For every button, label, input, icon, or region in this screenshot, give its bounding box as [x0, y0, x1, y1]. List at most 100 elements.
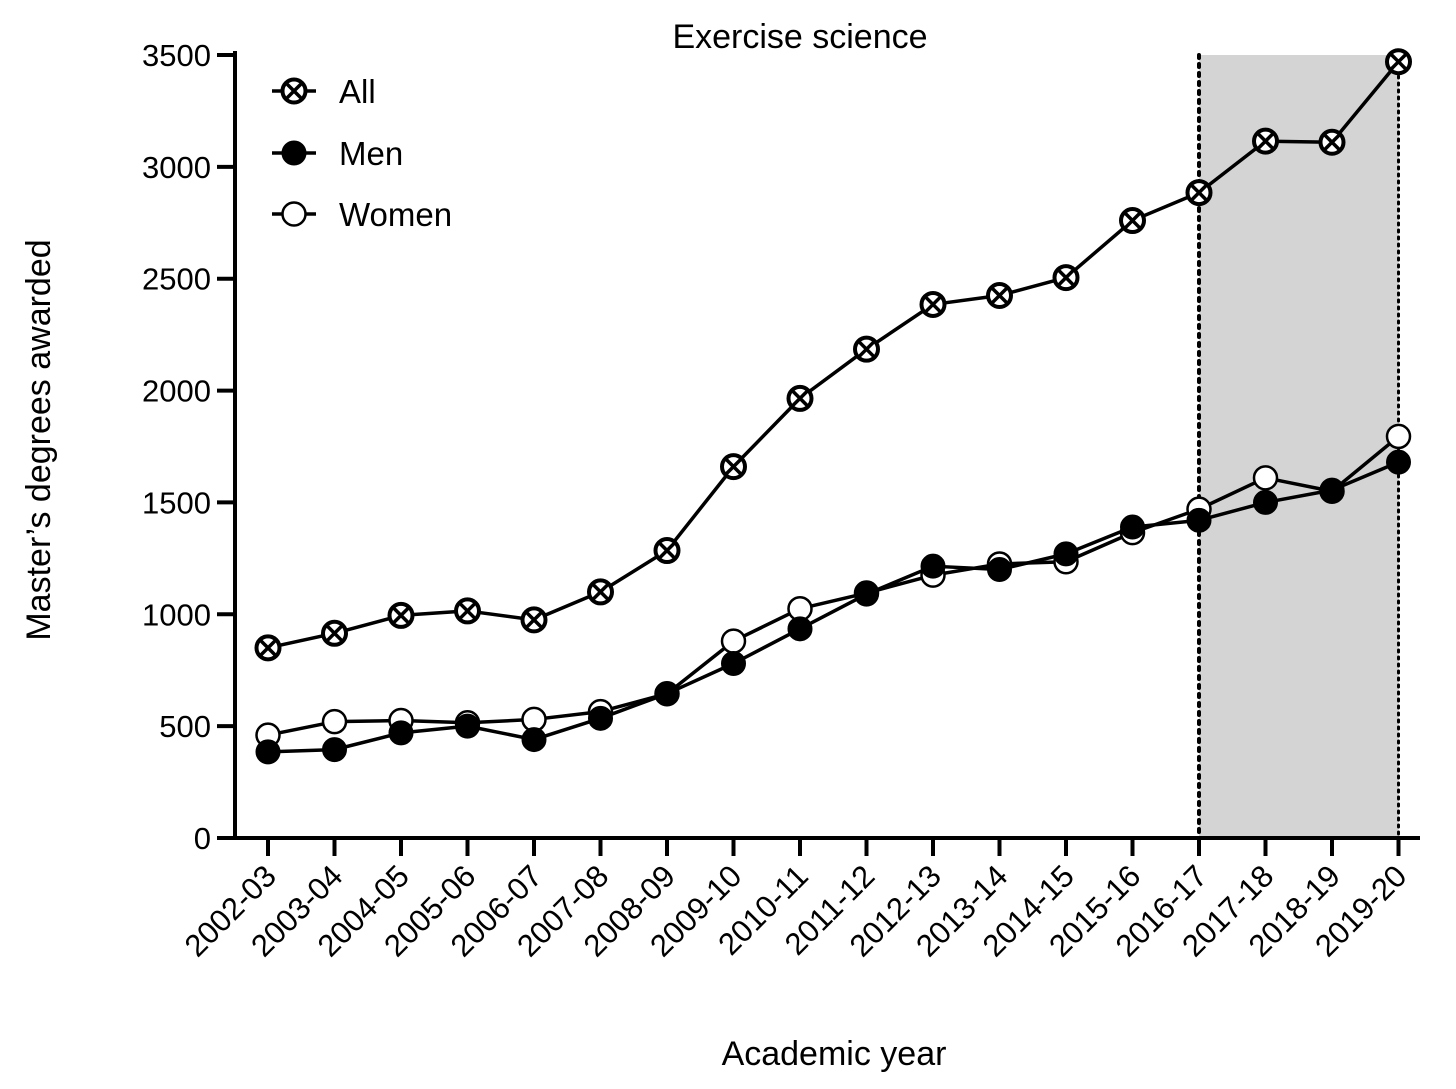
data-point-men	[388, 720, 414, 746]
data-point-men	[1053, 541, 1079, 567]
data-point-all	[520, 606, 548, 634]
legend-marker-women	[281, 201, 307, 227]
legend: All Men Women	[272, 73, 452, 233]
data-point-men	[1386, 449, 1411, 475]
marker-dot	[1253, 489, 1278, 515]
data-point-men	[588, 705, 613, 731]
y-tick-label: 1000	[142, 597, 211, 632]
marker-dot	[322, 737, 347, 763]
marker-dot	[920, 553, 946, 579]
legend-item-all: All	[272, 73, 376, 110]
marker-cross	[392, 607, 410, 624]
y-tick-label: 1500	[142, 485, 211, 520]
data-point-all	[786, 384, 814, 412]
legend-item-women: Women	[272, 196, 452, 233]
x-axis-label: Academic year	[722, 1035, 947, 1073]
y-tick-label: 0	[194, 821, 211, 856]
data-point-all	[1119, 207, 1146, 235]
chart-title: Exercise science	[672, 18, 927, 56]
data-point-all	[853, 335, 880, 363]
data-point-men	[654, 681, 680, 707]
marker-cross	[1257, 132, 1274, 150]
marker-dot	[1186, 507, 1212, 533]
data-point-all	[986, 281, 1013, 309]
marker-dot	[787, 616, 813, 642]
data-point-all	[587, 578, 614, 606]
data-point-all	[1052, 264, 1080, 292]
data-point-men	[987, 557, 1012, 583]
data-point-all	[653, 537, 681, 565]
y-tick-label: 2000	[142, 374, 211, 409]
data-point-men	[1319, 477, 1345, 503]
marker-cross	[1124, 212, 1141, 229]
series-markers	[254, 48, 1412, 765]
marker-cross	[1057, 269, 1075, 286]
marker-dot	[321, 708, 348, 735]
marker-dot	[1386, 449, 1411, 475]
data-point-women	[321, 708, 348, 735]
marker-dot	[281, 140, 307, 166]
legend-item-men: Men	[272, 135, 403, 172]
marker-cross	[1323, 133, 1341, 151]
data-point-men	[455, 713, 480, 739]
marker-cross	[1390, 53, 1407, 71]
marker-dot	[654, 681, 680, 707]
y-tick-label: 3000	[142, 150, 211, 185]
data-point-all	[454, 597, 481, 625]
series-group	[254, 48, 1412, 765]
data-point-men	[1186, 507, 1212, 533]
data-point-all	[720, 453, 747, 481]
data-point-men	[1253, 489, 1278, 515]
marker-cross	[924, 296, 942, 313]
marker-cross	[259, 639, 277, 657]
data-point-all	[254, 634, 282, 662]
data-point-women	[1385, 423, 1412, 450]
data-point-men	[322, 737, 347, 763]
marker-cross	[326, 624, 343, 642]
marker-dot	[987, 557, 1012, 583]
data-point-men	[854, 581, 879, 607]
y-axis-label: Master’s degrees awarded	[20, 239, 58, 640]
data-point-all	[1252, 127, 1279, 155]
legend-label: Women	[339, 196, 452, 233]
marker-dot	[281, 201, 307, 227]
data-point-men	[721, 651, 746, 677]
marker-dot	[521, 727, 547, 753]
data-point-all	[1185, 179, 1213, 207]
marker-cross	[285, 82, 303, 100]
y-tick-label: 3500	[142, 38, 211, 73]
data-point-all	[1318, 128, 1346, 156]
marker-dot	[388, 720, 414, 746]
marker-dot	[588, 705, 613, 731]
data-point-all	[387, 601, 415, 629]
marker-cross	[858, 340, 875, 358]
legend-label: Men	[339, 135, 403, 172]
marker-dot	[1319, 477, 1345, 503]
marker-dot	[1120, 514, 1145, 540]
marker-cross	[525, 611, 543, 629]
data-point-men	[521, 727, 547, 753]
marker-cross	[658, 542, 676, 559]
marker-cross	[459, 602, 476, 620]
data-point-all	[321, 619, 348, 647]
marker-cross	[1190, 184, 1208, 201]
y-tick-label: 500	[159, 709, 211, 744]
legend-marker-all	[280, 77, 308, 105]
marker-dot	[720, 628, 747, 654]
legend-marker-men	[281, 140, 307, 166]
marker-cross	[991, 287, 1008, 304]
data-point-all	[919, 290, 947, 318]
data-point-men	[787, 616, 813, 642]
data-point-men	[255, 739, 281, 765]
data-point-men	[920, 553, 946, 579]
marker-cross	[592, 583, 609, 601]
highlight-band	[1199, 55, 1399, 838]
data-point-men	[1120, 514, 1145, 540]
marker-dot	[255, 739, 281, 765]
marker-dot	[1053, 541, 1079, 567]
highlight-region	[1197, 53, 1400, 840]
marker-dot	[1385, 423, 1412, 450]
y-tick-label: 2500	[142, 262, 211, 297]
marker-cross	[725, 458, 742, 476]
